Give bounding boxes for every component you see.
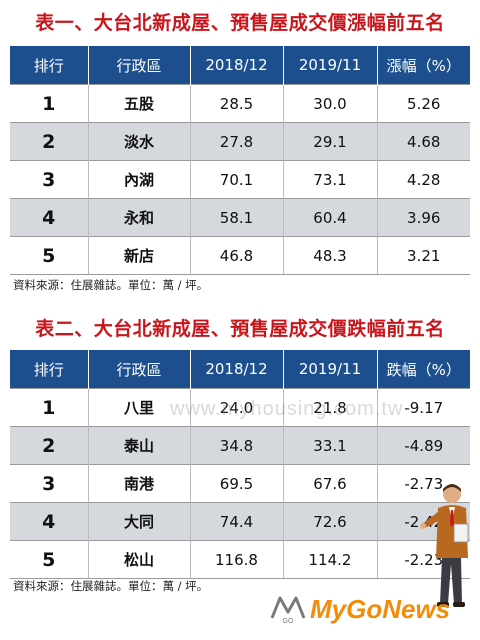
price-2018-cell: 27.8	[189, 122, 283, 161]
price-2019-cell: 73.1	[282, 160, 377, 199]
table-row: 4 永和 58.1 60.4 3.96	[10, 198, 470, 237]
rank-cell: 5	[10, 236, 88, 275]
district-cell: 南港	[87, 464, 190, 503]
col-header-change: 漲幅（%）	[376, 46, 470, 85]
mygonews-logo: GO MyGoNews	[270, 592, 470, 624]
table1-source-note: 資料來源：住展雜誌。單位：萬 / 坪。	[13, 278, 209, 292]
rank-cell: 5	[10, 540, 88, 579]
district-cell: 松山	[87, 540, 190, 579]
watermark: www.myhousing.com.tw	[170, 398, 404, 420]
change-cell: 4.28	[376, 160, 470, 199]
price-2018-cell: 46.8	[189, 236, 283, 275]
col-header-rank: 排行	[10, 350, 88, 389]
rank-cell: 4	[10, 502, 88, 541]
price-2019-cell: 67.6	[282, 464, 377, 503]
col-header-2018-12: 2018/12	[189, 46, 283, 85]
price-2019-cell: 72.6	[282, 502, 377, 541]
price-2019-cell: 114.2	[282, 540, 377, 579]
table2-source-note: 資料來源：住展雜誌。單位：萬 / 坪。	[13, 579, 209, 593]
table-row: 5 松山 116.8 114.2 -2.23	[10, 540, 470, 579]
logo-text: MyGoNews	[310, 594, 451, 624]
price-2018-cell: 69.5	[189, 464, 283, 503]
col-header-change: 跌幅（%）	[376, 350, 470, 389]
change-cell: 5.26	[376, 84, 470, 123]
fall-ranking-table: 排行 行政區 2018/12 2019/11 跌幅（%） 1 八里 24.0 2…	[10, 350, 470, 579]
table2-title: 表二、大台北新成屋、預售屋成交價跌幅前五名	[35, 318, 445, 340]
district-cell: 八里	[87, 388, 190, 427]
district-cell: 永和	[87, 198, 190, 237]
rise-ranking-table: 排行 行政區 2018/12 2019/11 漲幅（%） 1 五股 28.5 3…	[10, 46, 470, 275]
price-2019-cell: 29.1	[282, 122, 377, 161]
rank-cell: 2	[10, 426, 88, 465]
change-cell: -4.89	[376, 426, 470, 465]
price-2019-cell: 33.1	[282, 426, 377, 465]
col-header-rank: 排行	[10, 46, 88, 85]
table-row: 3 內湖 70.1 73.1 4.28	[10, 160, 470, 199]
district-cell: 內湖	[87, 160, 190, 199]
change-cell: 4.68	[376, 122, 470, 161]
rank-cell: 1	[10, 84, 88, 123]
price-2019-cell: 21.8	[282, 388, 377, 427]
table-row: 3 南港 69.5 67.6 -2.73	[10, 464, 470, 503]
price-2019-cell: 30.0	[282, 84, 377, 123]
rank-cell: 4	[10, 198, 88, 237]
price-2018-cell: 34.8	[189, 426, 283, 465]
rank-cell: 2	[10, 122, 88, 161]
rank-cell: 3	[10, 464, 88, 503]
logo-mark-text: GO	[283, 618, 294, 624]
price-2018-cell: 28.5	[189, 84, 283, 123]
change-cell: 3.21	[376, 236, 470, 275]
district-cell: 大同	[87, 502, 190, 541]
table-row: 2 泰山 34.8 33.1 -4.89	[10, 426, 470, 465]
table-row: 4 大同 74.4 72.6 -2.42	[10, 502, 470, 541]
rank-cell: 3	[10, 160, 88, 199]
mygonews-logo-icon: GO	[270, 596, 306, 624]
table-row: 1 八里 24.0 21.8 -9.17	[10, 388, 470, 427]
table-header-row: 排行 行政區 2018/12 2019/11 漲幅（%）	[10, 46, 470, 85]
district-cell: 新店	[87, 236, 190, 275]
table-row: 1 五股 28.5 30.0 5.26	[10, 84, 470, 123]
col-header-district: 行政區	[87, 350, 190, 389]
table-row: 5 新店 46.8 48.3 3.21	[10, 236, 470, 275]
district-cell: 淡水	[87, 122, 190, 161]
price-2018-cell: 24.0	[189, 388, 283, 427]
price-2018-cell: 70.1	[189, 160, 283, 199]
change-cell: 3.96	[376, 198, 470, 237]
col-header-2018-12: 2018/12	[189, 350, 283, 389]
table1-title: 表一、大台北新成屋、預售屋成交價漲幅前五名	[35, 12, 445, 34]
businessman-illustration	[420, 484, 469, 607]
district-cell: 五股	[87, 84, 190, 123]
col-header-2019-11: 2019/11	[282, 350, 377, 389]
price-2018-cell: 74.4	[189, 502, 283, 541]
rank-cell: 1	[10, 388, 88, 427]
table-row: 2 淡水 27.8 29.1 4.68	[10, 122, 470, 161]
district-cell: 泰山	[87, 426, 190, 465]
table-header-row: 排行 行政區 2018/12 2019/11 跌幅（%）	[10, 350, 470, 389]
col-header-2019-11: 2019/11	[282, 46, 377, 85]
col-header-district: 行政區	[87, 46, 190, 85]
price-2018-cell: 116.8	[189, 540, 283, 579]
price-2019-cell: 48.3	[282, 236, 377, 275]
price-2019-cell: 60.4	[282, 198, 377, 237]
change-cell: -9.17	[376, 388, 470, 427]
price-2018-cell: 58.1	[189, 198, 283, 237]
